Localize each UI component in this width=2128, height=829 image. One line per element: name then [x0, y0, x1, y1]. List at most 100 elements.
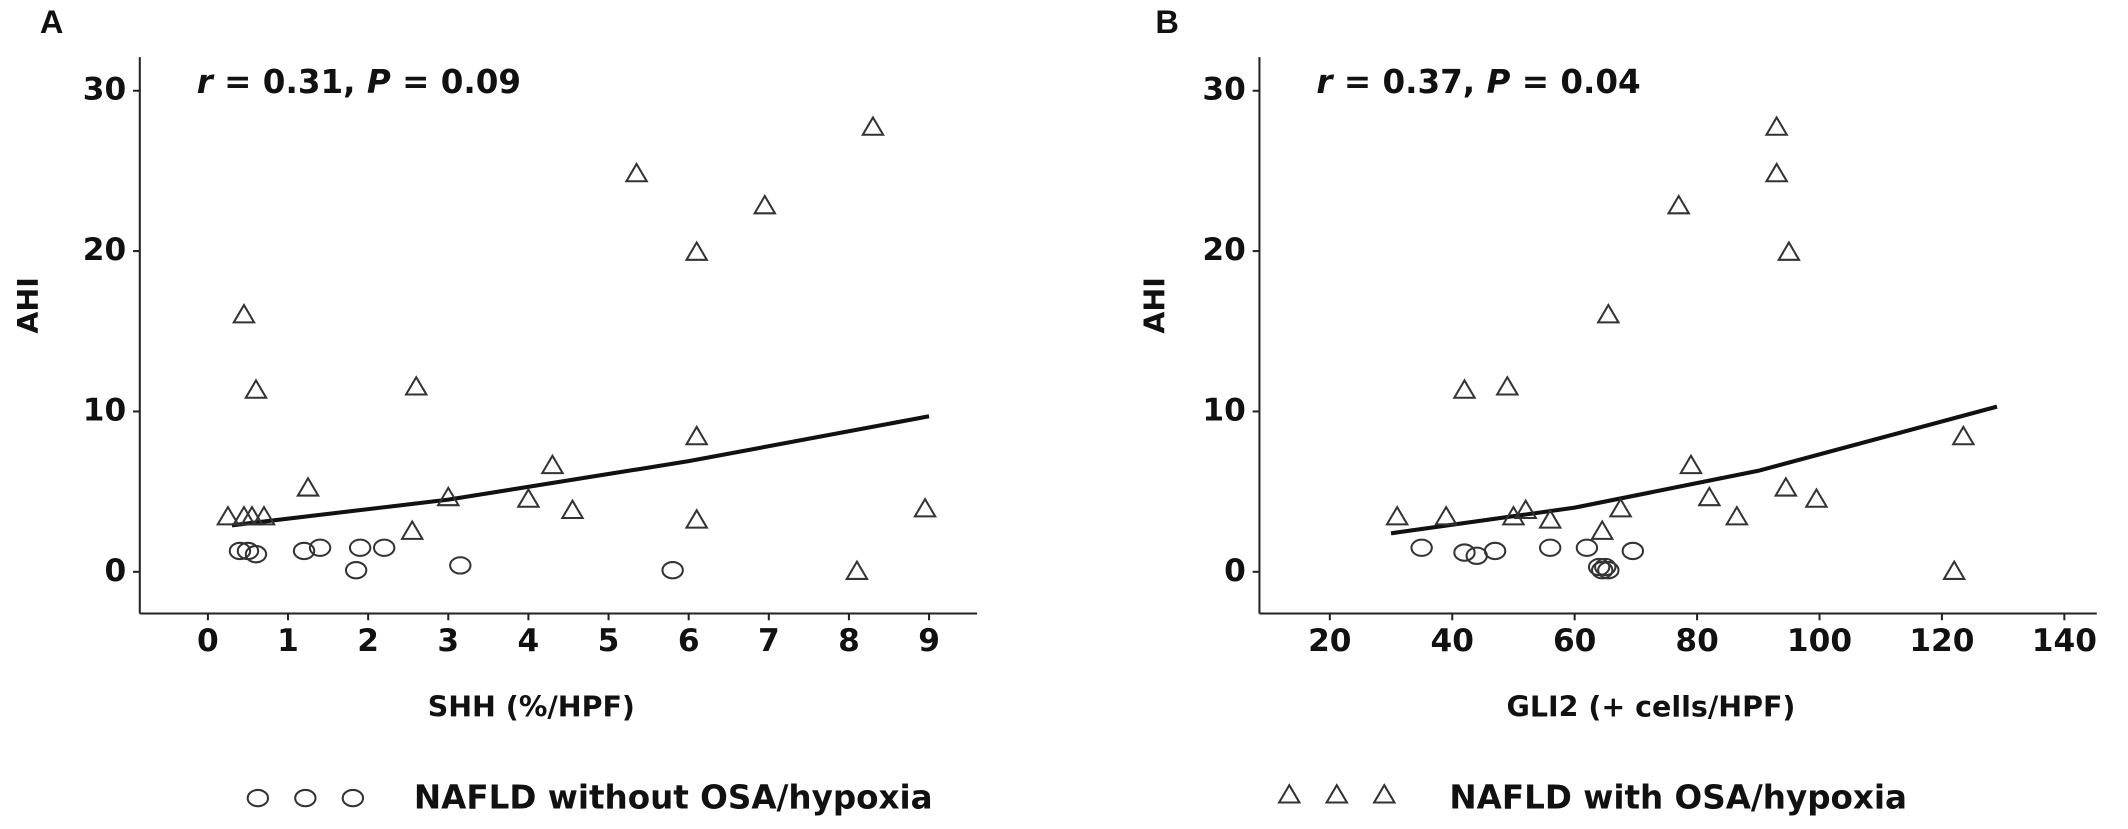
legend-marker: [1277, 783, 1302, 804]
point: [624, 161, 649, 183]
annotation-part: P: [1487, 63, 1511, 101]
x-tick-label: 4: [518, 623, 540, 659]
point: [1465, 546, 1488, 565]
point: [240, 505, 264, 526]
point: [1385, 505, 1410, 526]
point: [1679, 453, 1703, 475]
point: [1804, 487, 1829, 508]
point: [1453, 543, 1476, 562]
point: [231, 303, 256, 324]
x-axis-label: GLI2 (+ cells/HPF): [1506, 691, 1795, 724]
annotation-part: = 0.37,: [1332, 63, 1486, 101]
x-tick-label: 80: [1675, 623, 1718, 659]
point: [1434, 505, 1459, 526]
point: [684, 240, 709, 261]
annotation-part: P: [367, 63, 391, 101]
point: [344, 561, 368, 580]
annotation-part: r: [197, 63, 215, 101]
annotation: r = 0.31, P = 0.09: [197, 63, 521, 101]
point: [540, 453, 565, 475]
x-tick-label: 6: [678, 623, 700, 659]
point: [292, 541, 316, 561]
x-tick-label: 2: [357, 623, 379, 659]
fit-line: [231, 414, 930, 528]
y-tick-label: 20: [83, 232, 126, 268]
point: [1697, 485, 1722, 507]
x-tick-label: 0: [197, 623, 219, 659]
x-tick-label: 40: [1431, 623, 1474, 659]
x-tick-label: 7: [758, 623, 780, 659]
point: [1452, 378, 1477, 399]
legend-marker: [246, 788, 270, 808]
annotation-part: = 0.04: [1510, 63, 1640, 101]
point: [1597, 561, 1620, 580]
point: [1951, 424, 1976, 446]
point: [516, 487, 541, 508]
panel-label: B: [1155, 4, 1179, 40]
point: [684, 424, 709, 446]
annotation-part: = 0.09: [391, 63, 521, 101]
point: [1513, 498, 1538, 520]
point: [1621, 541, 1645, 561]
x-axis-label: SHH (%/HPF): [428, 691, 635, 724]
y-tick-label: 30: [1202, 72, 1245, 108]
legend-marker: [1372, 783, 1397, 804]
point: [752, 194, 777, 215]
point: [684, 508, 709, 529]
point: [252, 505, 276, 526]
legend-marker: [294, 788, 317, 808]
x-tick-label: 140: [2032, 623, 2097, 659]
point: [1538, 508, 1563, 529]
legend-marker: [1324, 783, 1349, 804]
point: [404, 375, 429, 396]
point: [1773, 476, 1798, 497]
point: [1590, 519, 1615, 540]
annotation-part: r: [1316, 63, 1334, 101]
y-tick-label: 10: [83, 392, 126, 428]
point: [661, 561, 684, 580]
annotation-part: = 0.31,: [213, 63, 367, 101]
point: [861, 115, 885, 136]
point: [372, 538, 396, 557]
point: [436, 485, 461, 507]
point: [1608, 497, 1633, 518]
point: [244, 378, 268, 399]
x-tick-label: 3: [437, 623, 459, 659]
point: [1724, 505, 1749, 526]
point: [560, 498, 585, 520]
y-axis-label: AHI: [1138, 277, 1171, 333]
y-tick-label: 10: [1202, 392, 1245, 428]
panel-label: A: [40, 4, 64, 40]
point: [1591, 561, 1614, 580]
point: [1483, 541, 1507, 561]
point: [228, 541, 252, 561]
point: [1776, 240, 1801, 261]
point: [400, 519, 425, 540]
x-tick-label: 60: [1553, 623, 1596, 659]
y-tick-label: 20: [1202, 232, 1245, 268]
legend-marker: [341, 788, 365, 808]
point: [1666, 194, 1691, 215]
point: [844, 559, 869, 580]
point: [1501, 505, 1526, 526]
x-tick-label: 8: [838, 623, 860, 659]
point: [1764, 115, 1789, 136]
point: [1495, 375, 1520, 396]
y-axis-label: AHI: [12, 277, 45, 333]
y-tick-label: 30: [83, 72, 126, 108]
point: [1596, 303, 1621, 324]
point: [1594, 557, 1617, 577]
point: [1942, 559, 1967, 580]
point: [348, 538, 372, 557]
x-tick-label: 5: [598, 623, 620, 659]
point: [215, 505, 240, 526]
point: [1764, 161, 1789, 183]
point: [449, 556, 472, 575]
x-tick-label: 100: [1787, 623, 1852, 659]
point: [1575, 538, 1599, 557]
x-tick-label: 1: [277, 623, 299, 659]
point: [296, 476, 321, 497]
point: [1538, 538, 1562, 557]
legend-label: NAFLD with OSA/hypoxia: [1449, 778, 1907, 816]
